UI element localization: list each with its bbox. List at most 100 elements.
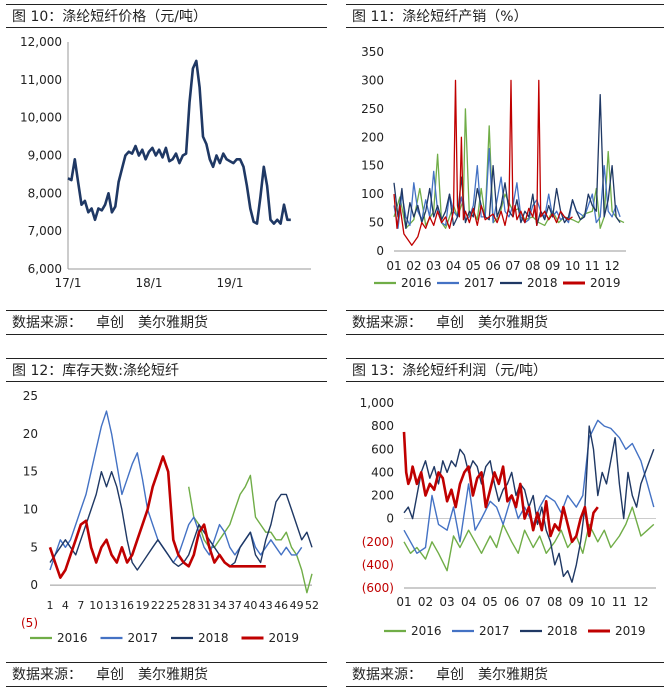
source-b: 美尔雅期货 — [478, 315, 548, 331]
y-tick-label: 50 — [369, 216, 384, 230]
x-tick-label: 10 — [565, 259, 580, 273]
x-tick-label: 09 — [569, 595, 584, 609]
legend-label: 2016 — [401, 276, 432, 290]
y-tick-label: 800 — [371, 419, 394, 433]
x-tick-label: 09 — [545, 259, 560, 273]
panel-sales-ratio: 图 11：涤纶短纤产销（%） 350 300 250 200 150 100 50 0 01 02… — [346, 4, 664, 335]
x-tick-label: 01 — [386, 259, 401, 273]
source-label: 数据来源： — [12, 667, 82, 683]
y-tick-label: 25 — [23, 389, 38, 403]
source-label: 数据来源： — [12, 315, 82, 331]
y-tick-label: 5 — [30, 540, 38, 554]
profit-chart: 1,000 800 600 400 200 0 (200) (400) (600)01 02 03 0… — [360, 396, 656, 638]
x-tick-label: 25 — [166, 599, 180, 612]
source-a: 卓创 — [96, 315, 124, 331]
series-line-2018 — [49, 470, 313, 571]
x-tick-label: 19/1 — [217, 276, 244, 290]
y-tick-label: 350 — [361, 45, 384, 59]
x-tick-label: 22 — [151, 599, 165, 612]
y-tick-label: 10,000 — [20, 111, 62, 125]
chart-title: 图 10：涤纶短纤价格（元/吨） — [6, 4, 327, 28]
x-tick-label: 11 — [585, 259, 600, 273]
x-tick-label: 11 — [612, 595, 627, 609]
x-tick-label: 37 — [228, 599, 242, 612]
source-note: 数据来源： 卓创 美尔雅期货 — [6, 662, 327, 687]
x-tick-label: 03 — [439, 595, 454, 609]
x-tick-label: 07 — [505, 259, 520, 273]
y-tick-label: 20 — [23, 427, 38, 441]
panel-price: 图 10：涤纶短纤价格（元/吨） 12,000 11,000 10,000 9,000… — [6, 4, 327, 335]
y-tick-label: 11,000 — [20, 73, 62, 87]
x-tick-label: 04 — [461, 595, 476, 609]
x-tick-label: 12 — [633, 595, 648, 609]
source-label: 数据来源： — [352, 315, 422, 331]
legend-label: 2019 — [590, 276, 621, 290]
x-tick-label: 1 — [47, 599, 54, 612]
series-line-2019 — [48, 455, 266, 579]
x-tick-label: 52 — [305, 599, 319, 612]
x-tick-label: 16 — [120, 599, 134, 612]
y-tick-label: 10 — [23, 503, 38, 517]
x-tick-label: 43 — [259, 599, 273, 612]
series-line-2017 — [49, 410, 303, 571]
x-tick-label: 01 — [396, 595, 411, 609]
x-tick-label: 18/1 — [136, 276, 163, 290]
y-tick-label: 200 — [361, 130, 384, 144]
x-tick-label: 34 — [213, 599, 227, 612]
x-tick-label: 10 — [590, 595, 605, 609]
x-tick-label: 7 — [77, 599, 84, 612]
source-note: 数据来源： 卓创 美尔雅期货 — [6, 310, 327, 335]
x-tick-label: 07 — [526, 595, 541, 609]
y-tick-label: 12,000 — [20, 35, 62, 49]
series-line-2017 — [403, 419, 655, 555]
y-tick-label: 100 — [361, 187, 384, 201]
x-tick-label: 31 — [197, 599, 211, 612]
x-tick-label: 02 — [406, 259, 421, 273]
y-tick-label: (400) — [362, 558, 394, 572]
x-tick-label: 49 — [290, 599, 304, 612]
source-note: 数据来源： 卓创 美尔雅期货 — [346, 662, 664, 687]
y-tick-label: (600) — [362, 581, 394, 595]
legend-label: 2019 — [269, 631, 300, 645]
source-a: 卓创 — [436, 315, 464, 331]
y-tick-label: 150 — [361, 159, 384, 173]
series-line-2016 — [403, 506, 655, 572]
x-tick-label: 08 — [525, 259, 540, 273]
chart-title: 图 13：涤纶短纤利润（元/吨） — [346, 358, 664, 382]
x-tick-label: 06 — [504, 595, 519, 609]
panel-inventory-days: 图 12：库存天数:涤纶短纤 25 20 15 10 5 0 (5) 1 4 7 10 13 16 19 2… — [6, 358, 327, 689]
x-tick-label: 4 — [62, 599, 69, 612]
y-tick-label: 1,000 — [360, 396, 394, 410]
y-tick-label: 9,000 — [28, 149, 62, 163]
series-line-涤纶短纤 — [67, 59, 291, 225]
y-tick-label: 0 — [30, 578, 38, 592]
y-tick-label: 300 — [361, 73, 384, 87]
legend-label: 2016 — [57, 631, 88, 645]
sales-ratio-chart: 350 300 250 200 150 100 50 001 02 03 04 05 06 07 08 09 1… — [361, 45, 626, 290]
legend-label: 2016 — [411, 624, 442, 638]
source-note: 数据来源： 卓创 美尔雅期货 — [346, 310, 664, 335]
legend-label: 2017 — [128, 631, 159, 645]
series-line-2019 — [393, 79, 573, 246]
x-tick-label: 13 — [105, 599, 119, 612]
x-tick-label: 10 — [89, 599, 103, 612]
x-tick-label: 02 — [418, 595, 433, 609]
legend-label: 2017 — [479, 624, 510, 638]
x-tick-label: 08 — [547, 595, 562, 609]
chart-title: 图 12：库存天数:涤纶短纤 — [6, 358, 327, 382]
source-a: 卓创 — [436, 667, 464, 683]
source-a: 卓创 — [96, 667, 124, 683]
y-tick-label: 250 — [361, 102, 384, 116]
price-chart: 12,000 11,000 10,000 9,000 8,000 7,000 6,00017… — [20, 35, 311, 290]
series-line-2018 — [393, 93, 621, 229]
source-label: 数据来源： — [352, 667, 422, 683]
y-tick-label: 7,000 — [28, 224, 62, 238]
y-tick-label: 8,000 — [28, 186, 62, 200]
y-tick-label: (200) — [362, 535, 394, 549]
y-tick-label: 15 — [23, 465, 38, 479]
chart-title: 图 11：涤纶短纤产销（%） — [346, 4, 664, 28]
series-line-2019 — [402, 431, 599, 544]
x-tick-label: 28 — [182, 599, 196, 612]
x-tick-label: 17/1 — [55, 276, 82, 290]
